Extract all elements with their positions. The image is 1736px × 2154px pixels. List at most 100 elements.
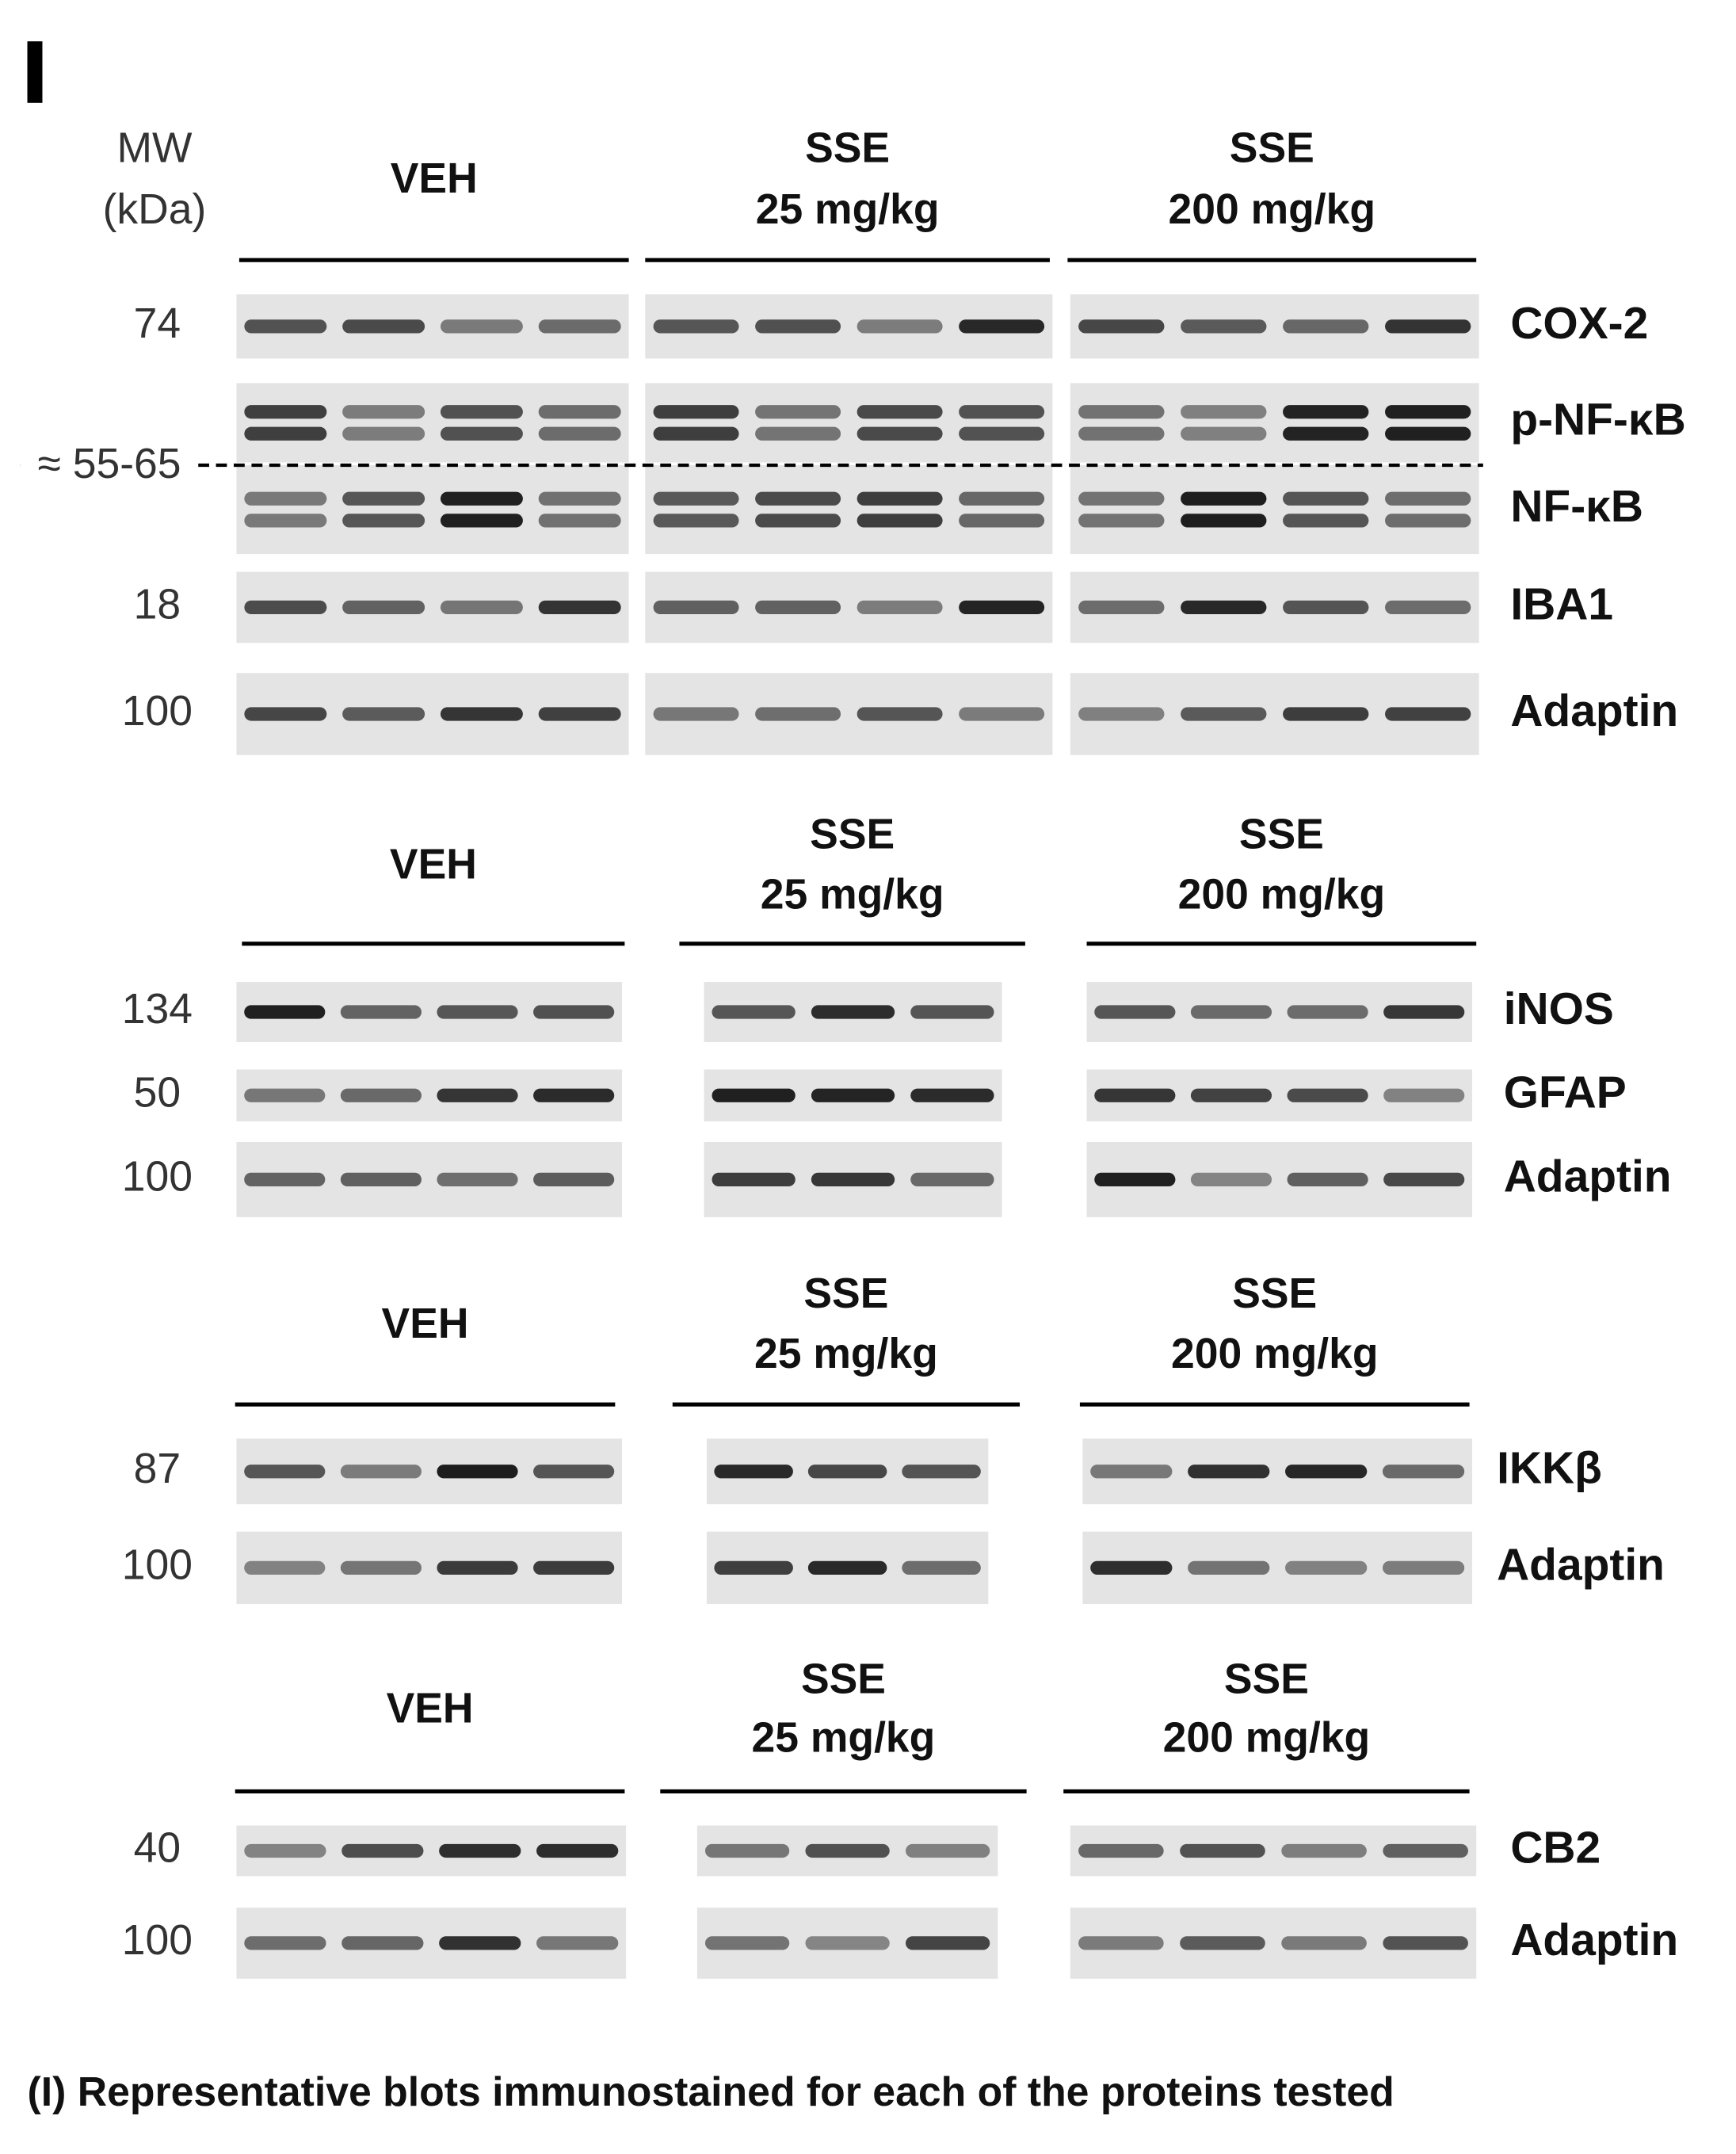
panel-letter-bar	[27, 41, 43, 103]
band	[340, 1172, 422, 1187]
band	[1181, 426, 1267, 441]
band	[538, 707, 621, 721]
band	[244, 1936, 326, 1950]
group-label: VEH	[382, 1300, 469, 1347]
band	[1181, 491, 1267, 506]
band	[538, 319, 621, 334]
mw-label: ≈ 55-65	[38, 441, 181, 487]
mw-label: 87	[134, 1446, 181, 1492]
band	[959, 426, 1045, 441]
band	[857, 514, 943, 528]
band	[439, 1843, 521, 1858]
band	[1385, 707, 1471, 721]
band	[244, 405, 327, 419]
band	[1188, 1560, 1270, 1575]
band	[712, 1088, 796, 1102]
band	[1078, 707, 1165, 721]
band	[342, 405, 425, 419]
band	[807, 1465, 887, 1479]
band	[1190, 1088, 1272, 1102]
band	[342, 426, 425, 441]
band	[440, 319, 523, 334]
band	[857, 707, 943, 721]
band	[714, 1560, 793, 1575]
band	[536, 1843, 619, 1858]
band	[1078, 491, 1165, 506]
protein-label: iNOS	[1504, 983, 1614, 1034]
band	[910, 1005, 994, 1019]
group-label: VEH	[390, 841, 477, 888]
blot-background	[236, 464, 629, 555]
band	[1382, 1560, 1465, 1575]
band	[755, 514, 841, 528]
band	[1180, 1936, 1265, 1950]
band	[653, 426, 739, 441]
band	[440, 405, 523, 419]
band	[1078, 426, 1165, 441]
group-label: 200 mg/kg	[1169, 186, 1376, 233]
band	[910, 1172, 994, 1187]
group-label: 200 mg/kg	[1163, 1715, 1371, 1762]
band	[1287, 1172, 1368, 1187]
band	[1281, 1936, 1367, 1950]
group-label: 25 mg/kg	[754, 1331, 938, 1377]
band	[807, 1560, 887, 1575]
mw-label: 100	[122, 1917, 193, 1964]
band	[244, 1843, 326, 1858]
mw-label: 100	[122, 1541, 193, 1588]
group-label: VEH	[391, 155, 478, 202]
band	[1383, 1088, 1465, 1102]
band	[1385, 600, 1471, 615]
band	[244, 1465, 326, 1479]
group-label: SSE	[1230, 124, 1314, 171]
protein-label: NF-κB	[1510, 481, 1643, 532]
band	[1385, 491, 1471, 506]
band	[437, 1172, 518, 1187]
band	[536, 1936, 619, 1950]
band	[1181, 405, 1267, 419]
band	[342, 514, 425, 528]
blot-background	[645, 464, 1053, 555]
mw-header: (kDa)	[103, 186, 207, 233]
mw-header: MW	[116, 124, 193, 171]
band	[1285, 1560, 1368, 1575]
band	[244, 491, 327, 506]
band	[1283, 319, 1369, 334]
band	[1281, 1843, 1367, 1858]
caption: (I) Representative blots immunostained f…	[28, 2068, 1395, 2114]
band	[533, 1172, 615, 1187]
blot-background	[1070, 383, 1479, 463]
band	[1078, 600, 1165, 615]
band	[714, 1465, 793, 1479]
band	[1190, 1005, 1272, 1019]
band	[857, 600, 943, 615]
band	[533, 1088, 615, 1102]
protein-label: GFAP	[1504, 1067, 1627, 1117]
mw-label: 50	[134, 1069, 181, 1116]
band	[1283, 426, 1369, 441]
band	[244, 707, 327, 721]
group-label: 200 mg/kg	[1171, 1331, 1379, 1377]
band	[653, 491, 739, 506]
band	[1283, 491, 1369, 506]
band	[244, 514, 327, 528]
band	[906, 1936, 990, 1950]
band	[1383, 1005, 1465, 1019]
band	[1385, 405, 1471, 419]
band	[342, 707, 425, 721]
band	[755, 319, 841, 334]
band	[342, 319, 425, 334]
group-label: SSE	[805, 124, 890, 171]
mw-label: 74	[134, 300, 181, 347]
mw-label: 100	[122, 688, 193, 735]
band	[341, 1843, 424, 1858]
protein-label: Adaptin	[1510, 1915, 1678, 1965]
mw-label: 18	[134, 582, 181, 628]
band	[902, 1465, 981, 1479]
band	[857, 491, 943, 506]
band	[437, 1005, 518, 1019]
band	[1283, 405, 1369, 419]
band	[1385, 426, 1471, 441]
group-label: 25 mg/kg	[752, 1715, 936, 1762]
